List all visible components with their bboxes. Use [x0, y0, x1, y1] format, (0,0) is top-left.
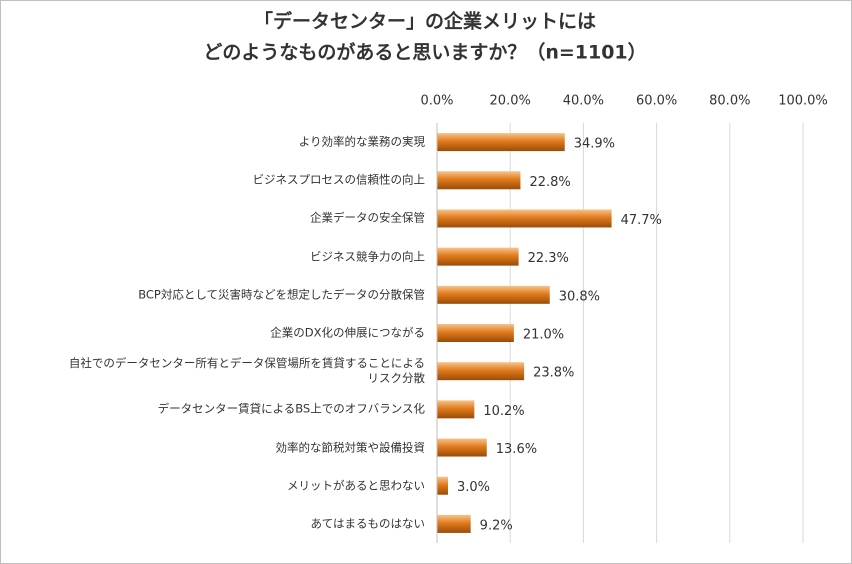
bar — [437, 285, 550, 304]
value-label: 13.6% — [496, 442, 537, 457]
value-label: 34.9% — [574, 137, 615, 152]
bar — [437, 438, 487, 457]
x-tick-label: 0.0% — [420, 94, 453, 109]
bar — [437, 514, 471, 533]
bar — [437, 324, 514, 342]
y-tick-label: 自社でのデータセンター所有とデータ保管場所を賃貸することによる リスク分散 — [68, 356, 425, 386]
bar — [437, 400, 475, 419]
y-tick-label: メリットがあると思わない — [287, 478, 425, 493]
value-label: 10.2% — [483, 404, 524, 419]
bar — [437, 133, 565, 152]
y-tick-label: 企業のDX化の伸展につながる — [270, 325, 425, 340]
bar — [437, 476, 448, 495]
value-label: 21.0% — [523, 328, 564, 343]
bar — [437, 247, 519, 266]
y-tick-label: ビジネス競争力の向上 — [310, 249, 425, 264]
value-label: 30.8% — [559, 289, 600, 304]
y-tick-label: データセンター賃貸によるBS上でのオフバランス化 — [157, 401, 425, 416]
y-tick-label: ビジネスプロセスの信頼性の向上 — [252, 172, 426, 187]
value-label: 9.2% — [480, 518, 513, 533]
y-tick-label: より効率的な業務の実現 — [298, 134, 425, 149]
y-tick-label: 効率的な節税対策や設備投資 — [275, 440, 426, 455]
bar — [437, 362, 525, 381]
y-tick-label: あてはまるものはない — [310, 516, 425, 531]
x-tick-label: 100.0% — [778, 94, 828, 109]
value-label: 22.3% — [528, 251, 569, 266]
y-tick-label: BCP対応として災害時などを想定したデータの分散保管 — [138, 287, 425, 302]
value-label: 3.0% — [457, 480, 490, 495]
x-tick-label: 40.0% — [563, 94, 604, 109]
y-tick-label: 企業データの安全保管 — [310, 210, 425, 225]
chart-title: 「データセンター」の企業メリットには — [254, 10, 596, 33]
x-tick-label: 20.0% — [490, 94, 531, 109]
bar — [437, 209, 612, 228]
value-label: 22.8% — [529, 175, 570, 190]
chart-title: どのようなものがあると思いますか？（n=1101） — [203, 41, 646, 64]
bar — [437, 171, 521, 190]
x-tick-label: 60.0% — [636, 94, 677, 109]
x-tick-label: 80.0% — [709, 94, 750, 109]
value-label: 47.7% — [621, 213, 662, 228]
value-label: 23.8% — [533, 366, 574, 381]
